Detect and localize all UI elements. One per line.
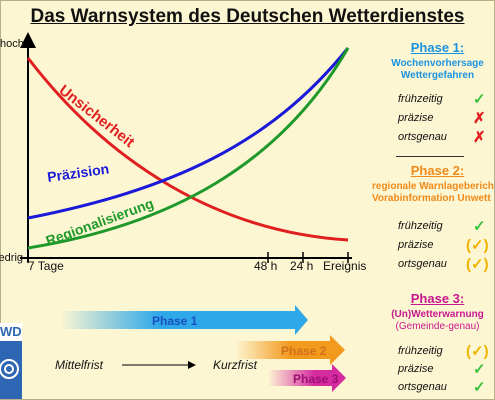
dwd-logo-text: WD — [0, 323, 22, 341]
x-tick-label-7-tage: 7 Tage — [28, 259, 64, 273]
precision-label: Präzision — [46, 160, 110, 185]
phase-3-bar-label: Phase 3 — [293, 372, 339, 386]
y-axis-bottom-label: niedrig — [0, 252, 24, 264]
phase-3-criterion-praezise: präzise — [398, 363, 434, 375]
phase-1-title: Phase 1: — [410, 40, 465, 55]
precision-curve — [27, 47, 350, 220]
dwd-logo-icon — [0, 341, 22, 399]
timeline-right-label: Kurzfrist — [213, 358, 258, 372]
regional-label: Regionalisierung — [44, 195, 156, 249]
cross-icon: ✗ — [473, 129, 486, 146]
separator — [396, 156, 464, 157]
phase-2-subtitle-2: Vorabinformation Unwett — [372, 193, 491, 204]
partial-check-icon: (✓) — [466, 256, 489, 273]
check-icon: ✓ — [473, 218, 486, 235]
phase-1-arrow — [60, 305, 308, 335]
phase-3-criterion-fruehzeitig: frühzeitig — [398, 345, 443, 357]
phase-1-criterion-ortsgenau: ortsgenau — [398, 131, 447, 143]
y-axis-top-label: hoch — [0, 38, 24, 50]
phase-1-bar-label: Phase 1 — [152, 314, 198, 328]
phase-1-subtitle-1: Wochenvorhersage — [391, 58, 484, 69]
phase-3-title: Phase 3: — [410, 291, 465, 306]
phase-1-subtitle-2: Wettergefahren — [400, 70, 475, 81]
phase-2-arrow — [235, 335, 345, 365]
x-tick-label-24h: 24 h — [290, 259, 314, 273]
phase-1-criterion-fruehzeitig: frühzeitig — [398, 93, 443, 105]
check-icon: ✓ — [473, 91, 486, 108]
phase-2-criterion-ortsgenau: ortsgenau — [398, 258, 447, 270]
partial-check-icon: (✓) — [466, 237, 489, 254]
uncertainty-curve — [26, 57, 349, 242]
phase-2-subtitle-1: regionale Warnlageberich — [372, 181, 494, 192]
cross-icon: ✗ — [473, 110, 486, 127]
phase-3-arrow — [268, 364, 346, 392]
phase-3-subtitle-2: (Gemeinde-genau) — [395, 321, 480, 332]
page-title: Das Warnsystem des Deutschen Wetterdiens… — [30, 6, 465, 27]
regional-curve — [27, 47, 350, 250]
phase-1-criterion-praezise: präzise — [398, 112, 434, 124]
phase-3-criterion-ortsgenau: ortsgenau — [398, 381, 447, 393]
x-tick-label-ereignis: Ereignis — [323, 259, 367, 273]
phase-2-title: Phase 2: — [410, 163, 465, 178]
phase-2-criterion-praezise: präzise — [398, 239, 434, 251]
uncertainty-label: Unsicherheit — [56, 82, 138, 151]
check-icon: ✓ — [473, 361, 486, 378]
timeline-left-label: Mittelfrist — [55, 358, 103, 372]
phase-2-criterion-fruehzeitig: frühzeitig — [398, 220, 443, 232]
phase-3-subtitle-1: (Un)Wetterwarnung — [391, 309, 484, 320]
x-tick-label-48h: 48 h — [254, 259, 278, 273]
phase-2-bar-label: Phase 2 — [281, 344, 327, 358]
partial-check-icon: (✓) — [466, 343, 489, 360]
check-icon: ✓ — [473, 379, 486, 396]
